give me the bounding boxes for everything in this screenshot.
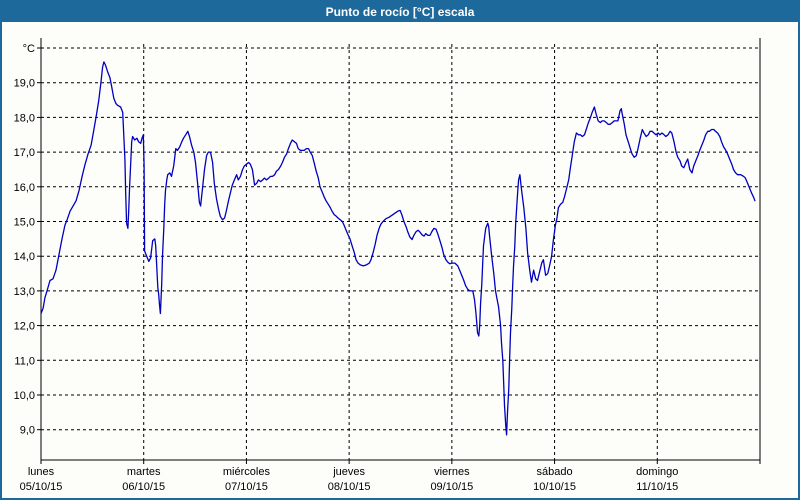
- y-axis-tick-label: 14,0: [14, 251, 35, 263]
- x-axis-day-label: sábado: [537, 466, 573, 478]
- y-axis-tick-label: 9,0: [20, 425, 35, 437]
- y-axis-tick-label: 13,0: [14, 286, 35, 298]
- x-axis-date-label: 07/10/15: [225, 481, 268, 493]
- y-axis-unit-label: °C: [23, 43, 35, 55]
- y-axis-tick-label: 10,0: [14, 390, 35, 402]
- window-title: Punto de rocío [°C] escala: [325, 5, 475, 19]
- x-axis-day-label: miércoles: [223, 466, 271, 478]
- window-titlebar: Punto de rocío [°C] escala: [2, 2, 798, 22]
- x-axis-day-label: jueves: [332, 466, 365, 478]
- x-axis-day-label: viernes: [434, 466, 470, 478]
- y-axis-tick-label: 19,0: [14, 78, 35, 90]
- x-axis-date-label: 11/10/15: [636, 481, 678, 493]
- y-axis-tick-label: 18,0: [14, 112, 35, 124]
- y-axis-tick-label: 15,0: [14, 217, 35, 229]
- dew-point-series-line: [40, 61, 756, 436]
- y-axis-tick-label: 11,0: [14, 355, 35, 367]
- x-axis-date-label: 09/10/15: [430, 481, 473, 493]
- x-axis-date-label: 06/10/15: [122, 481, 165, 493]
- y-axis-tick-label: 16,0: [14, 182, 35, 194]
- x-axis-day-label: lunes: [28, 466, 55, 478]
- y-axis-tick-label: 17,0: [14, 147, 35, 159]
- x-axis-day-label: martes: [127, 466, 161, 478]
- x-axis-date-label: 05/10/15: [20, 481, 63, 493]
- x-axis-date-label: 10/10/15: [533, 481, 576, 493]
- x-axis-day-label: domingo: [636, 466, 678, 478]
- y-axis-tick-label: 12,0: [14, 321, 35, 333]
- x-axis-date-label: 08/10/15: [328, 481, 371, 493]
